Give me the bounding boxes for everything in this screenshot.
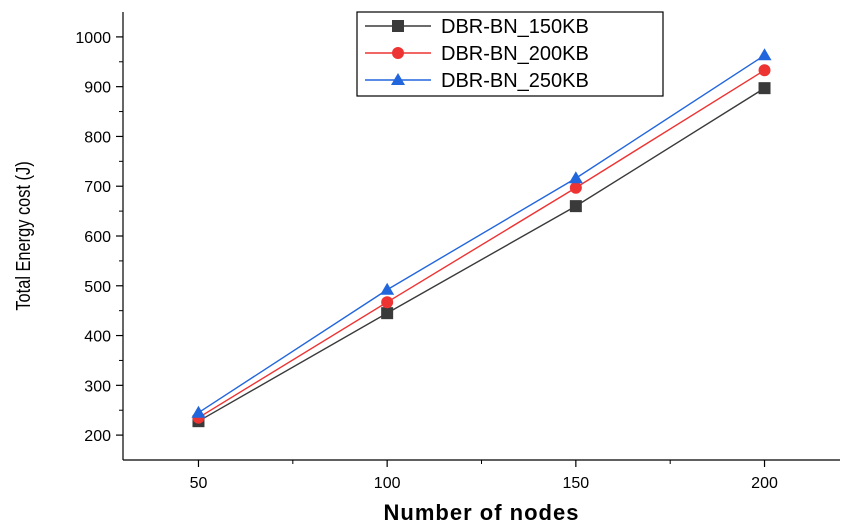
data-point-dbr-bn-250kb xyxy=(757,48,772,61)
data-point-dbr-bn-250kb xyxy=(191,405,206,418)
legend-marker-dbr-bn-200kb xyxy=(392,47,404,59)
y-tick-label: 300 xyxy=(84,378,111,395)
y-tick-label: 900 xyxy=(84,80,111,97)
y-tick-label: 1000 xyxy=(75,30,111,47)
x-tick-label: 150 xyxy=(562,475,589,492)
data-point-dbr-bn-150kb xyxy=(569,200,582,213)
legend-label-dbr-bn-200kb: DBR-BN_200KB xyxy=(441,43,589,65)
series-line-dbr-bn-250kb xyxy=(198,54,765,414)
y-tick-label: 200 xyxy=(84,428,111,445)
data-point-dbr-bn-200kb xyxy=(381,296,394,309)
data-point-dbr-bn-250kb xyxy=(568,171,583,184)
legend: DBR-BN_150KB DBR-BN_200KB DBR-BN_250KB xyxy=(356,11,664,97)
legend-marker-dbr-bn-150kb xyxy=(392,20,404,32)
data-point-dbr-bn-150kb xyxy=(381,307,394,320)
y-tick-label: 400 xyxy=(84,329,111,346)
y-tick-label: 700 xyxy=(84,179,111,196)
series-layer xyxy=(191,48,772,428)
legend-label-dbr-bn-150kb: DBR-BN_150KB xyxy=(441,16,589,38)
data-point-dbr-bn-250kb xyxy=(380,282,395,295)
y-tick-label: 600 xyxy=(84,229,111,246)
y-tick-label: 800 xyxy=(84,129,111,146)
y-tick-label: 500 xyxy=(84,279,111,296)
data-point-dbr-bn-200kb xyxy=(569,181,582,194)
data-point-dbr-bn-200kb xyxy=(758,64,771,77)
data-point-dbr-bn-150kb xyxy=(758,82,771,95)
y-axis-title: Total Energy cost (J) xyxy=(11,161,34,310)
legend-label-dbr-bn-250kb: DBR-BN_250KB xyxy=(441,70,589,92)
x-axis-title: Number of nodes xyxy=(384,500,580,525)
series-line-dbr-bn-150kb xyxy=(198,87,765,422)
legend-marker-dbr-bn-250kb xyxy=(391,73,405,85)
x-tick-label: 50 xyxy=(190,475,208,492)
x-tick-label: 100 xyxy=(374,475,401,492)
x-tick-label: 200 xyxy=(751,475,778,492)
series-line-dbr-bn-200kb xyxy=(198,69,765,419)
ticks: 200 300 400 500 600 700 800 900 1000 50 100 150 200 xyxy=(75,30,778,492)
